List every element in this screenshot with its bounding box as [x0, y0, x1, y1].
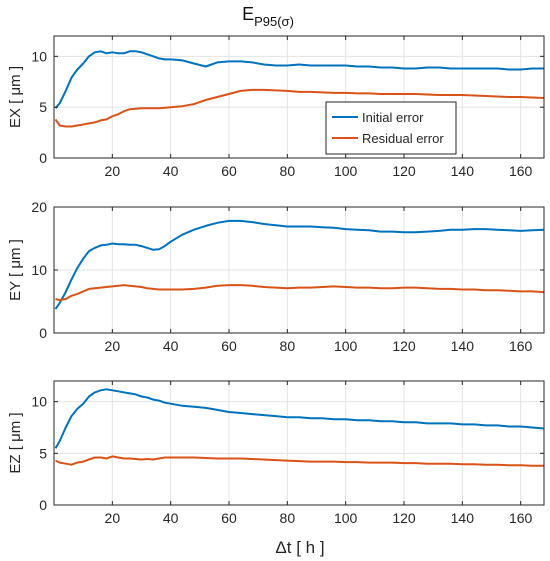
ez-series-residual-error-line [55, 455, 544, 467]
ex-x-tick-label: 140 [451, 163, 475, 179]
title-main: E [242, 4, 254, 24]
ez-y-tick-label: 5 [39, 445, 47, 461]
panel-ez: 20 40 60 80 100 120 140 160 0 5 10 EZ [ μm ] [7, 380, 545, 526]
ez-x-tick-label: 160 [509, 510, 533, 526]
ey-x-tick-label: 40 [163, 338, 179, 354]
ex-series-residual-error-line [54, 88, 545, 128]
legend-label-initial-error: Initial error [362, 110, 424, 125]
ez-x-tick-label: 40 [163, 510, 179, 526]
ez-y-tick-label: 10 [31, 394, 47, 410]
ez-x-tick-label: 140 [451, 510, 475, 526]
title-subscript: P95(σ) [254, 14, 294, 29]
ez-x-tick-label: 100 [334, 510, 358, 526]
ez-x-tick-label: 60 [221, 510, 237, 526]
ex-series-initial-error-line [54, 50, 544, 109]
ey-x-tick-label: 140 [451, 338, 475, 354]
ey-y-tick-label: 20 [31, 199, 47, 215]
ex-x-tick-label: 60 [221, 163, 237, 179]
ez-y-tick-label: 0 [39, 497, 47, 513]
ey-y-tick-label: 10 [31, 262, 47, 278]
ez-plot-area [54, 381, 544, 505]
ey-y-axis-label: EY [ μm ] [7, 239, 24, 301]
ex-x-tick-label: 20 [105, 163, 121, 179]
ey-series-residual-error-line [55, 284, 545, 302]
ex-axes-box [53, 35, 545, 159]
ex-x-tick-label: 160 [509, 163, 533, 179]
legend: Initial error Residual error [325, 101, 457, 155]
ez-x-tick-label: 80 [280, 510, 296, 526]
panel-ey: 20 40 60 80 100 120 140 160 0 10 20 EY [ μm ] [7, 199, 545, 354]
ey-x-tick-label: 160 [509, 338, 533, 354]
legend-label-residual-error: Residual error [362, 131, 444, 146]
legend-box [325, 101, 457, 155]
ez-axes-box [53, 380, 545, 506]
ex-x-tick-label: 40 [163, 163, 179, 179]
ey-x-tick-label: 60 [221, 338, 237, 354]
ey-x-tick-label: 80 [280, 338, 296, 354]
ey-x-tick-label: 100 [334, 338, 358, 354]
ez-x-tick-label: 120 [392, 510, 416, 526]
panel-ex: 20 40 60 80 100 120 140 160 0 5 10 EX [ μm ] Initial… [7, 35, 545, 179]
ey-x-tick-label: 20 [105, 338, 121, 354]
ex-x-tick-label: 100 [334, 163, 358, 179]
ex-y-tick-label: 5 [39, 99, 47, 115]
ex-y-tick-label: 10 [31, 48, 47, 64]
ey-x-tick-label: 120 [392, 338, 416, 354]
ex-plot-area [54, 36, 544, 158]
ex-y-axis-label: EX [ μm ] [7, 66, 24, 128]
ex-x-tick-label: 120 [392, 163, 416, 179]
ey-series-initial-error-line [54, 219, 545, 310]
ez-y-axis-label: EZ [ μm ] [7, 412, 24, 473]
ex-x-tick-label: 80 [280, 163, 296, 179]
ez-x-tick-label: 20 [105, 510, 121, 526]
ey-y-tick-label: 0 [39, 325, 47, 341]
figure-title: EP95(σ) [242, 4, 294, 29]
x-axis-label: Δt [ h ] [275, 538, 324, 557]
ez-series-initial-error-line [54, 388, 545, 449]
ex-y-tick-label: 0 [39, 150, 47, 166]
